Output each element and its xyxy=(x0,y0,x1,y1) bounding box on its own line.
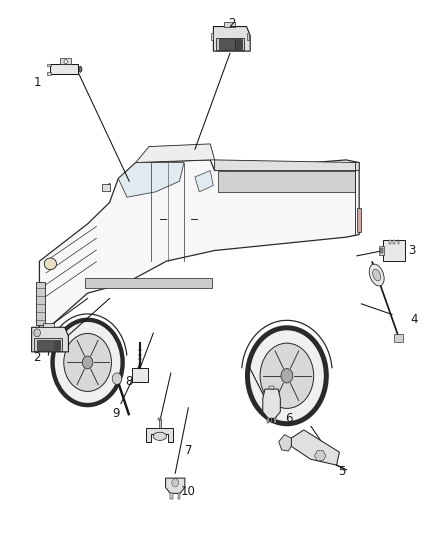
Ellipse shape xyxy=(153,432,166,440)
Text: 3: 3 xyxy=(408,244,415,257)
Bar xyxy=(159,418,161,420)
Text: 7: 7 xyxy=(184,444,192,457)
Bar xyxy=(357,208,361,232)
Text: 10: 10 xyxy=(181,485,196,498)
Bar xyxy=(394,334,403,342)
Circle shape xyxy=(172,479,179,487)
Polygon shape xyxy=(166,478,185,494)
Text: 2: 2 xyxy=(228,18,236,30)
Bar xyxy=(47,63,50,67)
Polygon shape xyxy=(118,163,184,197)
Polygon shape xyxy=(195,171,213,192)
Ellipse shape xyxy=(369,264,384,286)
Bar xyxy=(102,184,110,191)
Bar xyxy=(380,248,383,253)
Bar xyxy=(177,492,180,499)
Circle shape xyxy=(247,328,326,424)
Bar xyxy=(236,39,242,49)
Bar xyxy=(211,33,213,40)
Polygon shape xyxy=(279,434,291,451)
Bar xyxy=(269,386,274,389)
Circle shape xyxy=(260,343,314,408)
Text: 1: 1 xyxy=(33,76,41,89)
Text: 9: 9 xyxy=(112,407,120,419)
Polygon shape xyxy=(136,144,215,163)
Circle shape xyxy=(82,356,93,369)
Bar xyxy=(379,246,384,255)
Bar xyxy=(34,338,62,351)
Bar xyxy=(37,340,53,350)
Bar xyxy=(267,418,269,423)
Circle shape xyxy=(64,334,111,391)
Bar xyxy=(224,22,236,27)
Polygon shape xyxy=(215,160,359,171)
Bar xyxy=(271,418,272,423)
Bar xyxy=(393,240,395,244)
Bar xyxy=(36,282,45,325)
Bar xyxy=(85,278,212,288)
Ellipse shape xyxy=(80,67,81,71)
Circle shape xyxy=(112,373,122,384)
Polygon shape xyxy=(291,430,339,465)
Bar xyxy=(398,240,399,244)
Text: 5: 5 xyxy=(338,465,345,478)
Bar xyxy=(383,240,405,261)
Ellipse shape xyxy=(79,66,82,72)
Text: 8: 8 xyxy=(126,375,133,387)
Polygon shape xyxy=(213,27,250,51)
Bar xyxy=(47,72,50,75)
Text: 2: 2 xyxy=(33,351,41,364)
Bar xyxy=(54,340,60,350)
Circle shape xyxy=(34,329,40,337)
Polygon shape xyxy=(50,64,78,75)
Ellipse shape xyxy=(44,258,57,270)
Bar xyxy=(159,419,161,428)
Polygon shape xyxy=(146,428,173,441)
Bar xyxy=(274,418,276,423)
Polygon shape xyxy=(263,389,280,418)
Circle shape xyxy=(53,320,123,405)
Bar xyxy=(389,240,391,244)
Polygon shape xyxy=(32,327,68,352)
Ellipse shape xyxy=(373,269,381,281)
Polygon shape xyxy=(314,450,326,461)
Bar xyxy=(170,492,173,499)
Bar xyxy=(247,33,249,40)
Bar xyxy=(216,38,244,50)
Bar xyxy=(132,368,148,382)
Circle shape xyxy=(64,60,67,63)
Text: 4: 4 xyxy=(410,313,418,326)
Bar xyxy=(219,39,235,49)
Text: 6: 6 xyxy=(285,412,293,425)
Polygon shape xyxy=(218,171,355,192)
Bar xyxy=(60,58,71,64)
Bar xyxy=(42,323,54,327)
Polygon shape xyxy=(39,160,359,336)
Circle shape xyxy=(281,369,293,383)
